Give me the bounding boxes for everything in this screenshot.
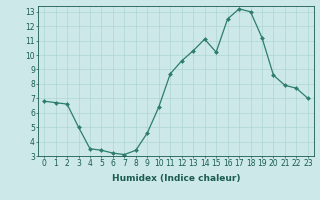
- X-axis label: Humidex (Indice chaleur): Humidex (Indice chaleur): [112, 174, 240, 183]
